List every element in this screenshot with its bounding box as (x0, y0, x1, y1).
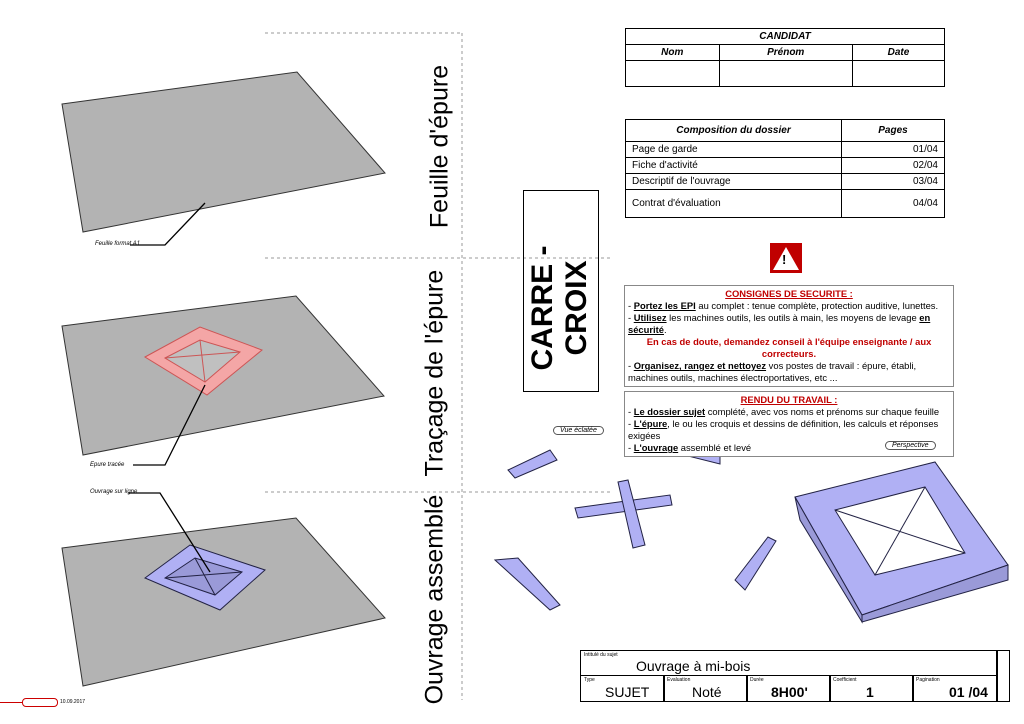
candidat-table: CANDIDAT Nom Prénom Date (625, 28, 946, 87)
composition-header: Composition du dossier (625, 119, 842, 142)
evaluation-label: Evaluation (667, 677, 691, 683)
row-label: Contrat d'évaluation (625, 189, 842, 218)
duree-value: 8H00' (771, 684, 808, 700)
rendu-title: RENDU DU TRAVAIL : (740, 394, 838, 405)
candidat-header: CANDIDAT (625, 28, 945, 45)
pagination-value: 01 /04 (949, 684, 988, 700)
row-page: 01/04 (841, 141, 945, 158)
pagination-label: Pagination (916, 677, 940, 683)
coef-label: Coefficient (833, 677, 857, 683)
col-date: Date (851, 44, 946, 61)
footer-logo (22, 698, 58, 707)
cartouche-coef: Coefficient 1 (829, 675, 914, 702)
consignes-title: CONSIGNES DE SECURITE : (725, 288, 853, 299)
cartouche-pagination: Pagination 01 /04 (912, 675, 998, 702)
intitule-label: Intitulé du sujet (584, 652, 618, 658)
rendu-text: complété, avec vos noms et prénoms sur c… (705, 406, 940, 417)
row-page: 03/04 (841, 173, 945, 190)
footer-date: 10.09.2017 (60, 699, 86, 705)
type-value: SUJET (605, 684, 650, 700)
cartouche-side (996, 650, 1010, 702)
rendu-text: assemblé et levé (678, 442, 752, 453)
composition-table: Composition du dossier Pages Page de gard… (625, 119, 945, 218)
rendu-box: RENDU DU TRAVAIL : - Le dossier sujet co… (624, 391, 954, 457)
callout-feuille: Feuille format A1 (95, 241, 141, 247)
rendu-bold: L'ouvrage (633, 442, 679, 453)
col-nom: Nom (625, 44, 720, 61)
rendu-bold: Le dossier sujet (633, 406, 706, 417)
page-title: CARRE - CROIX (526, 245, 593, 371)
instructions-stack: CONSIGNES DE SECURITE : - Portez les EPI… (624, 285, 954, 457)
coef-value: 1 (866, 684, 874, 700)
exploded-pieces (493, 439, 777, 611)
consigne-text: au complet : tenue complète, protection … (695, 300, 939, 311)
date-field[interactable] (851, 60, 946, 87)
cartouche-duree: Durée 8H00' (746, 675, 831, 702)
consigne-bold: Organisez, rangez et nettoyez (633, 360, 767, 371)
consignes-box: CONSIGNES DE SECURITE : - Portez les EPI… (624, 285, 954, 387)
callout-epure: Epure tracée (90, 462, 125, 468)
cartouche-evaluation: Evaluation Noté (663, 675, 748, 702)
row-page: 04/04 (841, 189, 945, 218)
section-tracage: Traçage de l'épure (420, 269, 449, 477)
warning-sign (770, 243, 802, 273)
ouvrage-on-sheet (143, 544, 266, 611)
consigne-bold: Utilisez (633, 312, 667, 323)
row-label: Page de garde (625, 141, 842, 158)
col-prenom: Prénom (718, 44, 853, 61)
perspective-label: Perspective (885, 441, 936, 450)
sheet-feuille (61, 71, 386, 233)
perspective-frame (794, 461, 1009, 624)
warning-icon: ! (782, 252, 787, 267)
consigne-warning: En cas de doute, demandez conseil à l'éq… (646, 336, 932, 359)
pages-header: Pages (841, 119, 945, 142)
vue-eclatee-label: Vue éclatée (553, 426, 604, 435)
intitule-value: Ouvrage à mi-bois (636, 658, 751, 674)
row-label: Fiche d'activité (625, 157, 842, 174)
footer-line (0, 702, 22, 703)
epure-trace (144, 326, 263, 396)
prenom-field[interactable] (718, 60, 853, 87)
row-page: 02/04 (841, 157, 945, 174)
consigne-text: les machines outils, les outils à main, … (666, 312, 920, 323)
cartouche-type: Type SUJET (580, 675, 665, 702)
consigne-bold: en sécurité (628, 312, 931, 335)
callout-ouvrage: Ouvrage sur ligne (90, 489, 138, 495)
evaluation-value: Noté (692, 684, 722, 700)
row-label: Descriptif de l'ouvrage (625, 173, 842, 190)
consigne-text: vos postes de travail : épure, établi, m… (628, 360, 917, 383)
nom-field[interactable] (625, 60, 720, 87)
consigne-bold: Portez les EPI (633, 300, 696, 311)
duree-label: Durée (750, 677, 764, 683)
section-feuille: Feuille d'épure (425, 64, 454, 229)
section-ouvrage: Ouvrage assemblé (420, 494, 449, 705)
type-label: Type (584, 677, 595, 683)
rendu-bold: L'épure (633, 418, 668, 429)
title-box: CARRE - CROIX (523, 190, 599, 392)
cartouche-intitule: Intitulé du sujet Ouvrage à mi-bois (580, 650, 998, 676)
rendu-text: , le ou les croquis et dessins de défini… (628, 418, 939, 441)
